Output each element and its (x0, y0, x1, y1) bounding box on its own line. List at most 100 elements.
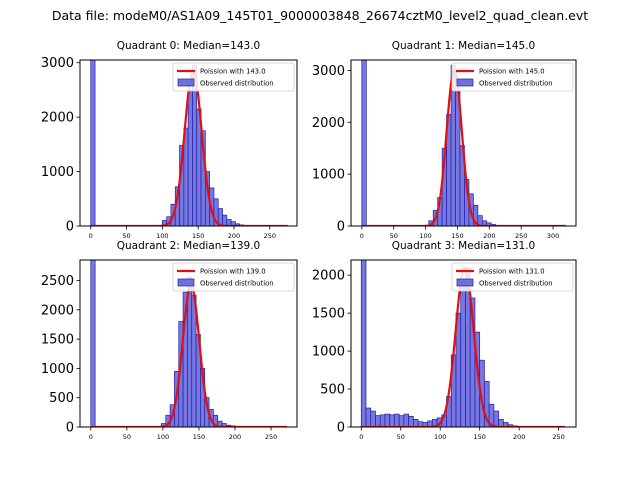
histogram-bar (375, 415, 381, 427)
legend-box (451, 262, 574, 292)
legend-label-poisson: Poission with 145.0 (479, 68, 545, 76)
panel-title: Quadrant 2: Median=139.0 (117, 240, 260, 252)
x-tick-label: 150 (192, 232, 204, 240)
histogram-bar (370, 410, 376, 427)
quadrant-0-panel: Quadrant 0: Median=143.0 0 50 100 150 200 250 0… (41, 40, 298, 240)
x-tick-label: 150 (473, 433, 485, 441)
y-tick-label: 1000 (41, 165, 74, 180)
histogram-bar (413, 419, 419, 427)
quadrant-1-panel: Quadrant 1: Median=145.0 0 50 100 150 200 250 3… (312, 40, 577, 240)
x-tick-label: 100 (419, 232, 431, 240)
x-tick-label: 150 (451, 232, 463, 240)
figure-title: Data file: modeM0/AS1A09_145T01_90000038… (52, 8, 588, 23)
x-tick-label: 250 (265, 433, 277, 441)
legend-label-poisson: Poission with 143.0 (200, 68, 266, 76)
panel-title: Quadrant 0: Median=143.0 (117, 40, 260, 52)
legend-bar-swatch (456, 278, 474, 287)
y-tick-label: 500 (49, 391, 74, 406)
quadrant-3-panel: Quadrant 3: Median=131.0 0 50 100 150 200 250 0… (312, 240, 577, 441)
legend-bar-swatch (177, 278, 195, 287)
histogram-bar (493, 410, 499, 427)
panel-title: Quadrant 3: Median=131.0 (392, 240, 535, 252)
axes-frame (350, 259, 577, 428)
y-tick-label: 1000 (312, 345, 345, 360)
y-tick-label: 2000 (41, 303, 74, 318)
x-tick-label: 200 (513, 433, 525, 441)
histogram-bar (403, 413, 409, 427)
quadrant-2-panel: Quadrant 2: Median=139.00 50 100 150 200 2500… (41, 240, 298, 441)
plot-area (361, 60, 566, 226)
histogram-bar (90, 60, 96, 226)
histogram-bar (460, 282, 466, 427)
x-tick-label: 200 (228, 232, 240, 240)
x-tick-label: 100 (156, 232, 168, 240)
histogram-bar (379, 414, 386, 427)
x-tick-label: 200 (229, 433, 241, 441)
x-tick-label: 250 (552, 433, 564, 441)
legend-bar-swatch (456, 78, 474, 87)
x-tick-label: 0 (89, 232, 93, 240)
x-tick-label: 250 (264, 232, 276, 240)
y-tick-label: 1000 (312, 168, 345, 183)
legend-label-observed: Observed distribution (200, 80, 274, 88)
y-tick-label: 3000 (41, 56, 74, 71)
x-tick-label: 200 (483, 232, 495, 240)
histogram-bar (365, 407, 372, 427)
x-tick-label: 250 (515, 232, 527, 240)
legend-label-observed: Observed distribution (479, 280, 553, 288)
legend: Poission with 131.0 Observed distribution (451, 262, 574, 292)
legend: Poission with 139.0 Observed distribution (172, 262, 295, 292)
axes-frame (350, 59, 577, 227)
x-tick-label: 100 (434, 433, 446, 441)
x-tick-label: 0 (360, 232, 364, 240)
y-tick-label: 2500 (41, 274, 74, 289)
histogram-bar (394, 413, 400, 427)
legend: Poission with 143.0 Observed distribution (172, 62, 295, 92)
x-tick-label: 50 (123, 433, 131, 441)
legend-label-poisson: Poission with 139.0 (200, 268, 266, 276)
histogram-bar (398, 415, 405, 427)
y-tick-label: 0 (337, 421, 345, 436)
x-tick-label: 50 (397, 433, 405, 441)
y-tick-label: 1500 (41, 333, 74, 348)
x-tick-label: 50 (122, 232, 130, 240)
axes-frame (79, 259, 298, 428)
x-tick-label: 300 (547, 232, 559, 240)
histogram-bar (408, 416, 414, 427)
legend-bar-swatch (177, 78, 195, 87)
y-tick-label: 0 (66, 220, 74, 235)
y-tick-label: 2000 (41, 111, 74, 126)
y-tick-label: 500 (320, 383, 345, 398)
panel-title: Quadrant 1: Median=145.0 (392, 40, 535, 52)
histogram-bar (90, 260, 96, 427)
y-tick-label: 3000 (312, 64, 345, 79)
histogram-bar (191, 294, 197, 427)
histogram-bar (187, 89, 193, 226)
x-tick-label: 150 (193, 433, 205, 441)
x-tick-label: 50 (390, 232, 398, 240)
histogram-bar (389, 414, 395, 427)
histogram-bar (360, 260, 367, 427)
legend-label-observed: Observed distribution (200, 280, 274, 288)
x-tick-label: 100 (157, 433, 169, 441)
y-tick-label: 2000 (312, 269, 345, 284)
histogram-bar (222, 214, 228, 226)
legend: Poission with 145.0 Observed distribution (451, 62, 574, 92)
x-tick-label: 0 (89, 433, 93, 441)
y-tick-label: 1500 (312, 307, 345, 322)
y-tick-label: 1000 (41, 362, 74, 377)
y-tick-label: 0 (337, 220, 345, 235)
axes-frame (79, 59, 298, 227)
legend-box (172, 262, 295, 292)
histogram-bar (384, 413, 391, 427)
y-tick-label: 0 (66, 421, 74, 436)
legend-label-observed: Observed distribution (479, 80, 553, 88)
legend-box (172, 62, 295, 92)
x-tick-label: 0 (359, 433, 363, 441)
legend-box (451, 62, 574, 92)
histogram-bar (361, 60, 367, 226)
y-tick-label: 2000 (312, 116, 345, 131)
poisson-curve (361, 68, 566, 226)
legend-label-poisson: Poission with 131.0 (479, 268, 545, 276)
